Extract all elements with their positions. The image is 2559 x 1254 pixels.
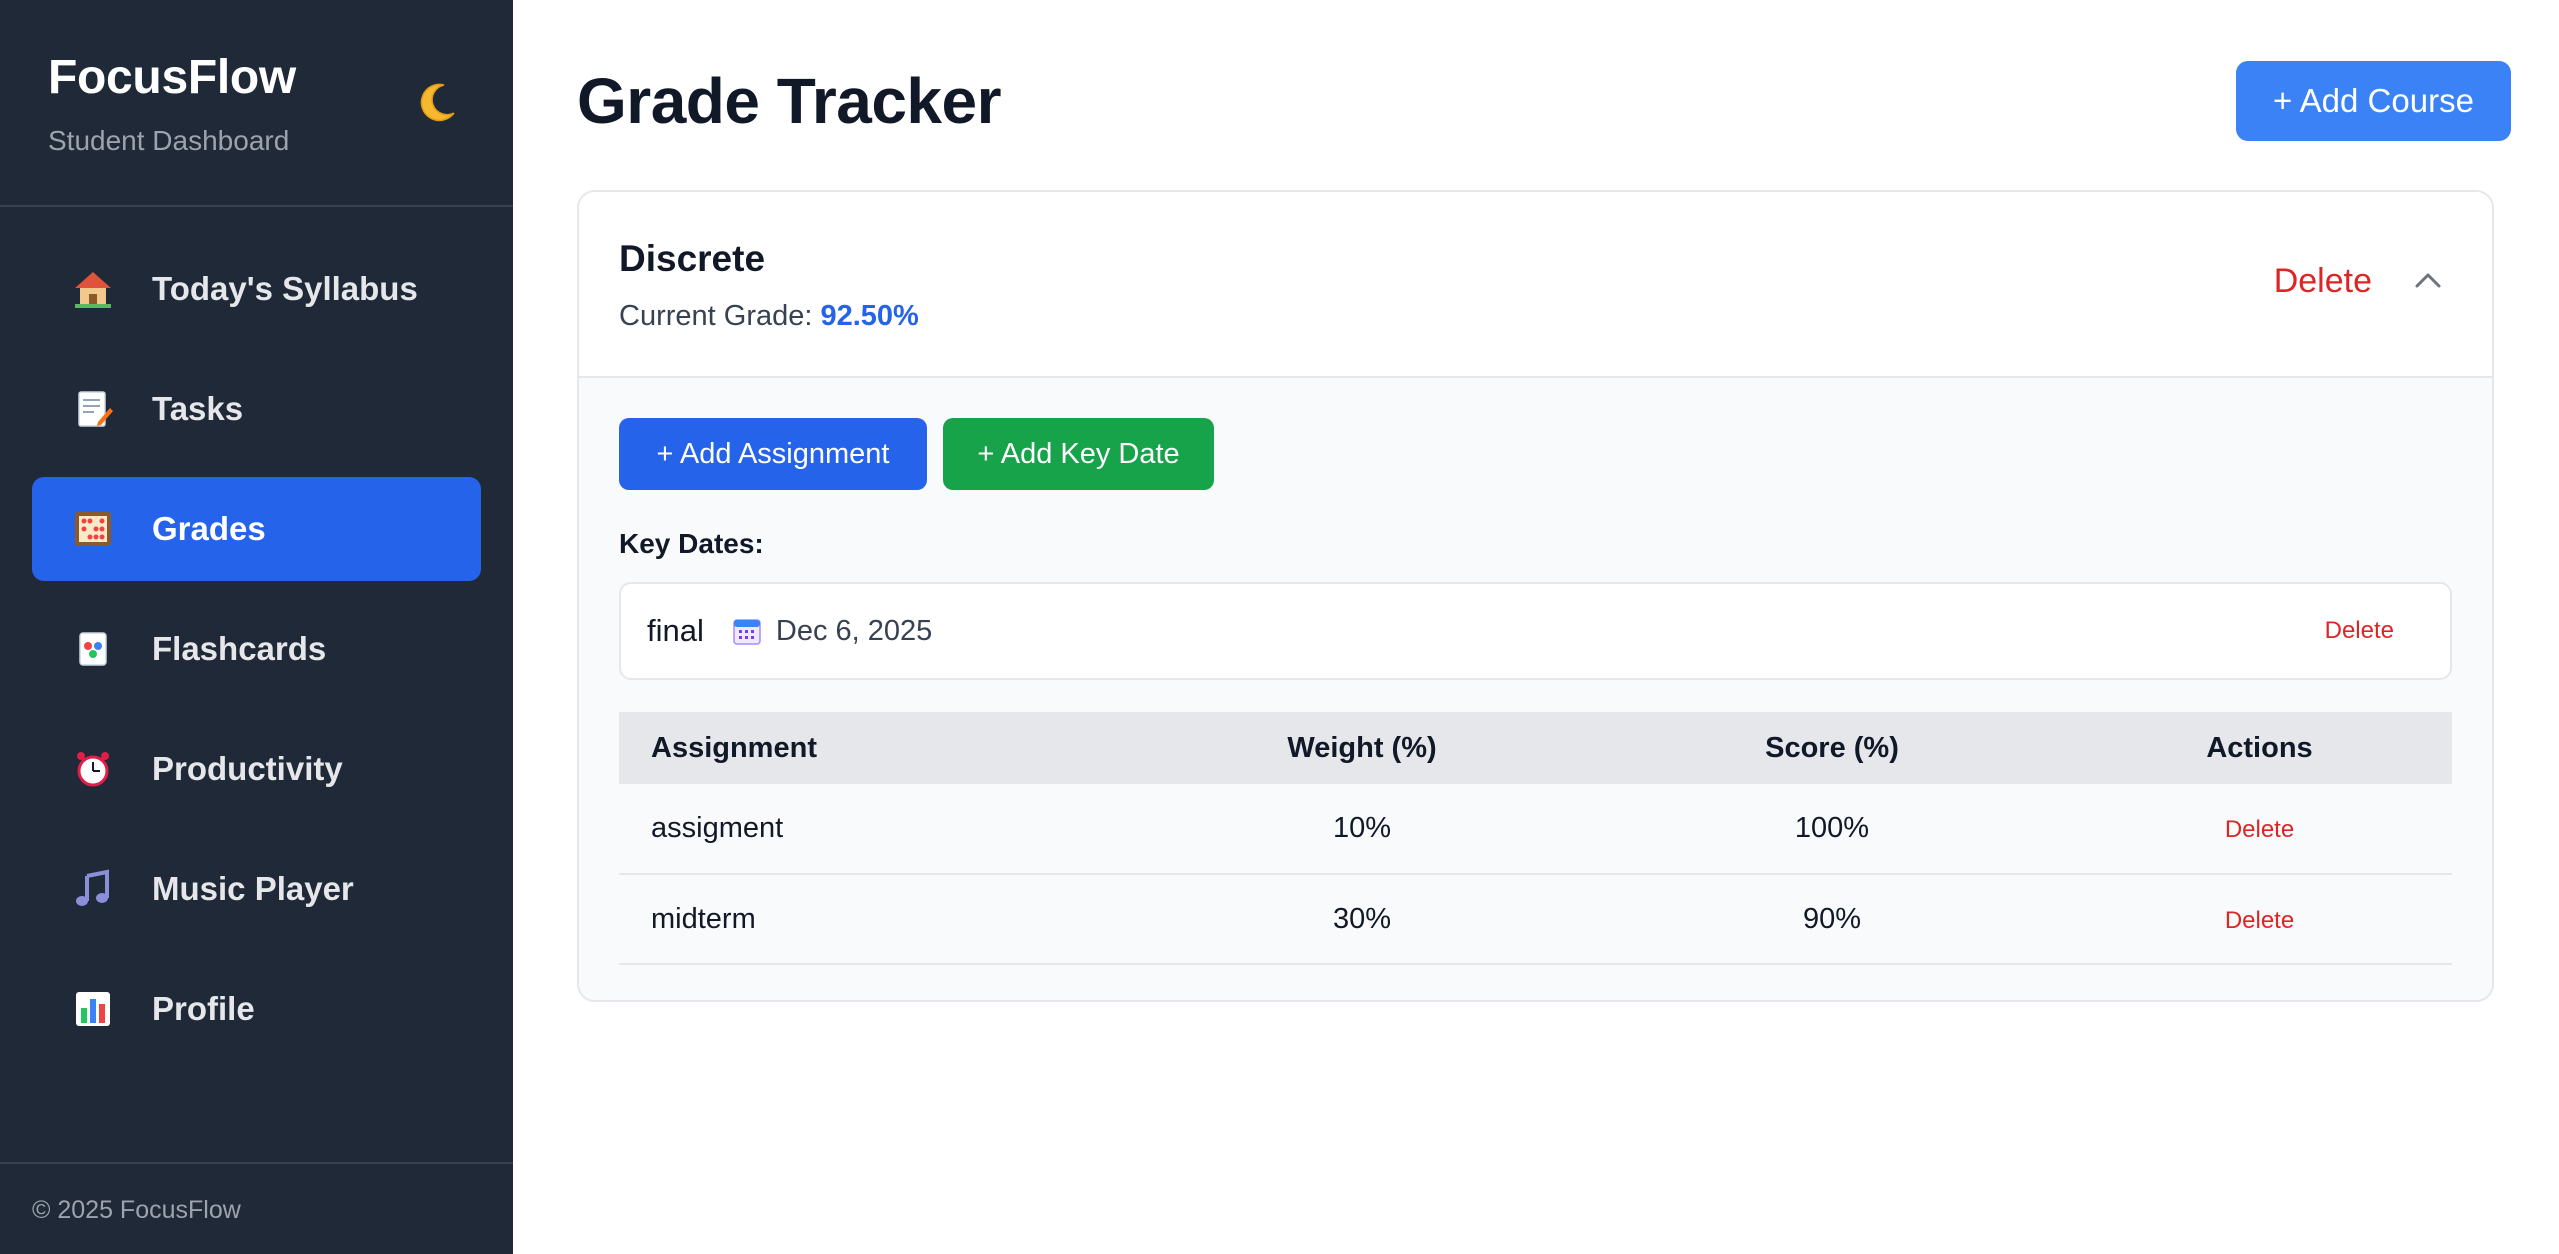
current-grade-value: 92.50% bbox=[820, 300, 919, 332]
house-icon bbox=[70, 266, 116, 312]
memo-icon bbox=[70, 386, 116, 432]
sidebar-nav: Today's Syllabus Tasks bbox=[0, 207, 513, 1077]
column-header-actions: Actions bbox=[2206, 731, 2313, 764]
table-row: midterm 30% 90% Delete bbox=[619, 874, 2452, 964]
key-dates-label: Key Dates: bbox=[619, 528, 764, 559]
column-header-score: Score (%) bbox=[1765, 731, 1899, 764]
delete-assignment-button[interactable]: Delete bbox=[2224, 816, 2295, 843]
course-name: Discrete bbox=[619, 238, 766, 279]
sidebar-item-label: Today's Syllabus bbox=[152, 270, 418, 307]
calendar-icon bbox=[732, 616, 762, 646]
alarm-clock-icon bbox=[70, 746, 116, 792]
sidebar-item-tasks[interactable]: Tasks bbox=[32, 357, 481, 461]
assignment-score: 90% bbox=[1802, 902, 1862, 935]
sidebar-item-label: Music Player bbox=[152, 870, 354, 907]
add-course-button[interactable]: + Add Course bbox=[2236, 61, 2511, 141]
course-card-header[interactable]: Discrete Current Grade: 92.50% Delete bbox=[579, 192, 2492, 378]
sidebar-item-productivity[interactable]: Productivity bbox=[32, 717, 481, 821]
sidebar-item-profile[interactable]: Profile bbox=[32, 957, 481, 1061]
moon-icon bbox=[420, 83, 455, 122]
sidebar-item-label: Grades bbox=[152, 510, 266, 547]
assignment-name: midterm bbox=[651, 902, 756, 935]
assignment-name: assigment bbox=[651, 812, 784, 844]
sidebar-item-label: Profile bbox=[152, 990, 255, 1027]
column-header-weight: Weight (%) bbox=[1287, 731, 1437, 764]
delete-course-button[interactable]: Delete bbox=[2273, 262, 2372, 300]
page-title: Grade Tracker bbox=[577, 65, 1002, 137]
cards-icon bbox=[70, 626, 116, 672]
abacus-icon bbox=[70, 506, 116, 552]
sidebar-item-flashcards[interactable]: Flashcards bbox=[32, 597, 481, 701]
sidebar-item-grades[interactable]: Grades bbox=[32, 477, 481, 581]
course-card-body: + Add Assignment + Add Key Date Key Date… bbox=[579, 378, 2492, 1000]
course-actions: + Add Assignment + Add Key Date bbox=[619, 418, 2452, 490]
key-date-item: final Dec 6, 2025 Delete bbox=[619, 582, 2452, 680]
sidebar-item-label: Productivity bbox=[152, 750, 343, 787]
delete-key-date-button[interactable]: Delete bbox=[2324, 617, 2394, 644]
key-date-date: Dec 6, 2025 bbox=[775, 614, 933, 647]
sidebar-item-todays-syllabus[interactable]: Today's Syllabus bbox=[32, 237, 481, 341]
brand-header: FocusFlow Student Dashboard bbox=[0, 0, 513, 207]
current-grade: Current Grade: 92.50% bbox=[619, 300, 2452, 333]
assignment-score: 100% bbox=[1794, 812, 1870, 844]
sidebar-item-music-player[interactable]: Music Player bbox=[32, 837, 481, 941]
chevron-up-icon[interactable] bbox=[2410, 262, 2446, 298]
sidebar: FocusFlow Student Dashboard Today bbox=[0, 0, 513, 1254]
assignment-weight: 10% bbox=[1332, 812, 1392, 844]
theme-toggle-button[interactable] bbox=[411, 76, 463, 128]
sidebar-item-label: Flashcards bbox=[152, 630, 327, 667]
current-grade-label: Current Grade: bbox=[619, 300, 821, 332]
assignments-table: Assignment Weight (%) Score (%) Actions … bbox=[619, 712, 2452, 965]
key-date-name: final bbox=[647, 613, 704, 648]
course-card: Discrete Current Grade: 92.50% Delete + … bbox=[577, 190, 2494, 1002]
add-key-date-button[interactable]: + Add Key Date bbox=[943, 418, 1214, 490]
table-row: assigment 10% 100% Delete bbox=[619, 784, 2452, 874]
brand-subtitle: Student Dashboard bbox=[48, 125, 290, 156]
sidebar-item-label: Tasks bbox=[152, 390, 244, 427]
assignment-weight: 30% bbox=[1332, 902, 1392, 935]
actions-cell: Delete bbox=[2067, 874, 2452, 964]
column-header-assignment: Assignment bbox=[651, 731, 817, 764]
delete-assignment-button[interactable]: Delete bbox=[2224, 906, 2295, 934]
brand-title: FocusFlow bbox=[48, 51, 296, 104]
actions-cell: Delete bbox=[2067, 784, 2452, 874]
main-content: Grade Tracker + Add Course Discrete Curr… bbox=[513, 0, 2559, 1254]
sidebar-footer: © 2025 FocusFlow bbox=[0, 1162, 513, 1254]
table-header: Assignment Weight (%) Score (%) Actions bbox=[619, 712, 2452, 784]
music-note-icon bbox=[70, 866, 116, 912]
add-assignment-button[interactable]: + Add Assignment bbox=[619, 418, 927, 490]
bar-chart-icon bbox=[70, 986, 116, 1032]
